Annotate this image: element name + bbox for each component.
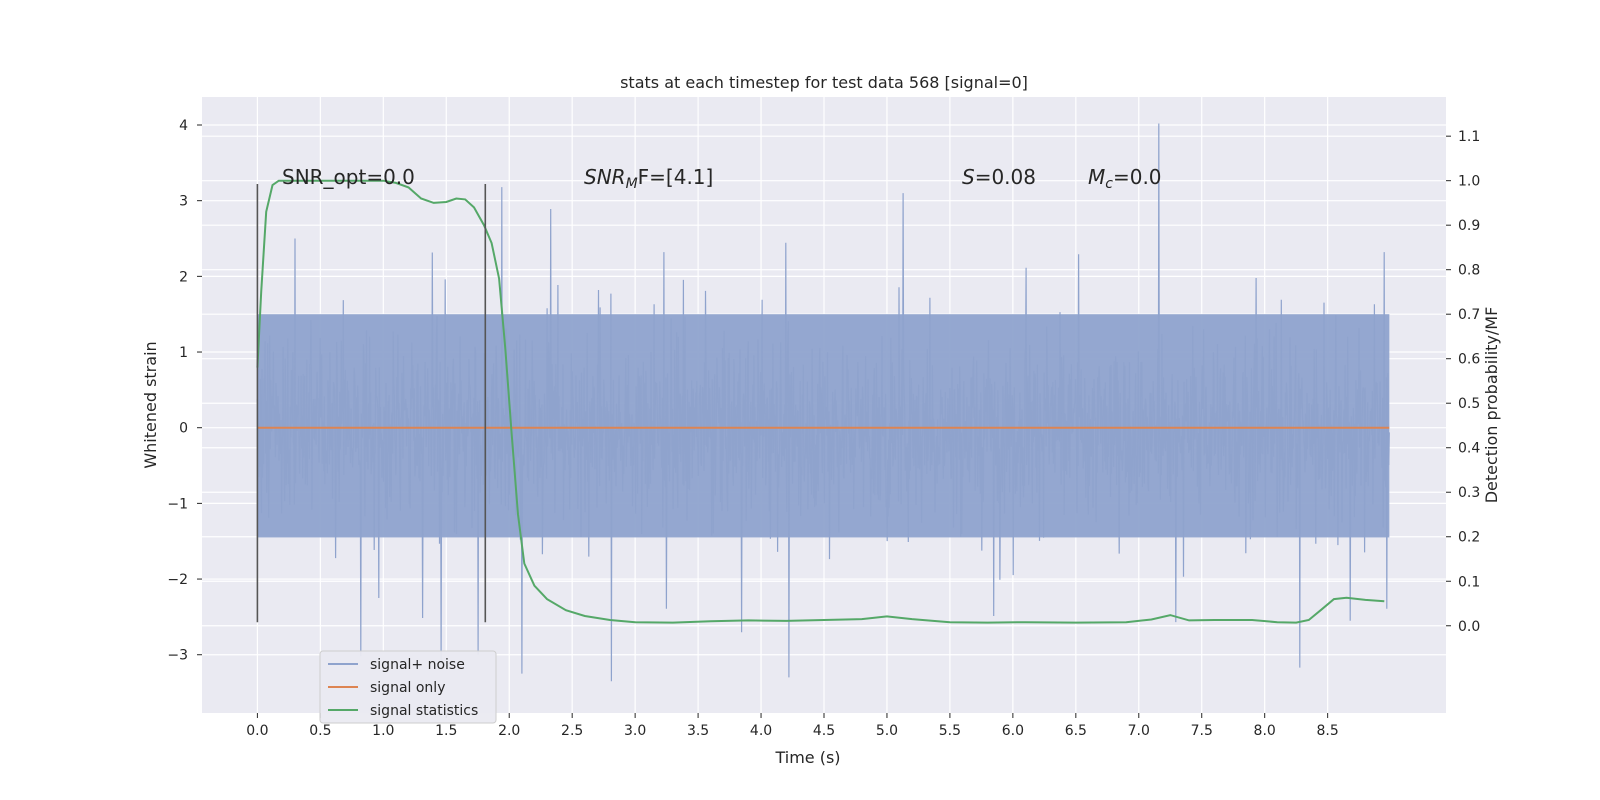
y2-tick-label-9: 0.2 <box>1458 530 1480 546</box>
x-tick-label-6: 3.0 <box>624 723 646 739</box>
y-tick-label-3: 1 <box>179 345 188 361</box>
x-axis-ticks: 0.0 0.5 1.0 1.5 2.0 2.5 3.0 3.5 4.0 4.5 5.0 5.5 6.0 6… <box>246 713 1339 739</box>
annotation-s-main: S <box>962 165 975 189</box>
x-tick-label-9: 4.5 <box>813 723 835 739</box>
annotation-snr-mf: SNRMF=[4.1] <box>584 165 713 192</box>
y2-tick-label-11: 0.0 <box>1458 619 1480 635</box>
annotation-mc: Mc=0.0 <box>1088 165 1162 192</box>
legend-box <box>319 650 497 724</box>
x-tick-label-8: 4.0 <box>750 723 772 739</box>
annotation-snr-mf-main: SNR <box>584 165 626 189</box>
y2-tick-label-1: 1.0 <box>1458 174 1480 190</box>
y2-tick-label-10: 0.1 <box>1458 574 1480 590</box>
x-tick-label-17: 8.5 <box>1317 723 1339 739</box>
y-tick-label-7: −3 <box>167 648 188 664</box>
chart-title: stats at each timestep for test data 568… <box>620 73 1028 92</box>
x-tick-label-13: 6.5 <box>1065 723 1087 739</box>
annotation-snr-opt: SNR_opt=0.0 <box>282 165 415 189</box>
y2-tick-label-3: 0.8 <box>1458 263 1480 279</box>
x-tick-label-16: 8.0 <box>1254 723 1276 739</box>
y2-axis-ticks: 1.1 1.0 0.9 0.8 0.7 0.6 0.5 0.4 0.3 0.2 0.1 0.0 <box>1446 129 1480 635</box>
y-tick-label-1: 3 <box>179 194 188 210</box>
x-tick-label-1: 0.5 <box>309 723 331 739</box>
legend-label-signal-only: signal only <box>370 680 445 696</box>
annotation-snr-mf-tail: F=[4.1] <box>638 165 714 189</box>
x-axis-label: Time (s) <box>774 748 840 767</box>
y2-tick-label-6: 0.5 <box>1458 396 1480 412</box>
annotation-s: S=0.08 <box>962 165 1036 189</box>
y-tick-label-5: −1 <box>167 496 188 512</box>
annotation-mc-main: M <box>1088 165 1105 189</box>
y-tick-label-4: 0 <box>179 421 188 437</box>
x-tick-label-15: 7.5 <box>1191 723 1213 739</box>
x-tick-label-14: 7.0 <box>1128 723 1150 739</box>
x-tick-label-0: 0.0 <box>246 723 268 739</box>
y2-tick-label-5: 0.6 <box>1458 352 1480 368</box>
x-tick-label-5: 2.5 <box>561 723 583 739</box>
annotation-snr-mf-sub: M <box>626 176 638 192</box>
vline-layer <box>256 184 487 623</box>
y2-tick-label-0: 1.1 <box>1458 129 1480 145</box>
annotation-s-tail: =0.08 <box>975 165 1036 189</box>
y2-tick-label-8: 0.3 <box>1458 485 1480 501</box>
y2-tick-label-7: 0.4 <box>1458 441 1480 457</box>
legend-label-signal-statistics: signal statistics <box>370 703 478 719</box>
series-layer <box>256 123 1390 682</box>
legend: signal+ noise signal only signal statist… <box>319 650 497 724</box>
y-tick-label-2: 2 <box>179 269 188 285</box>
annotation-mc-tail: =0.0 <box>1113 165 1162 189</box>
series-0-line <box>256 123 1390 682</box>
y2-axis-label: Detection probability/MF <box>1482 307 1501 504</box>
x-tick-label-12: 6.0 <box>1002 723 1024 739</box>
x-tick-label-2: 1.0 <box>372 723 394 739</box>
x-tick-label-7: 3.5 <box>687 723 709 739</box>
x-tick-label-4: 2.0 <box>498 723 520 739</box>
y-axis-label: Whitened strain <box>141 341 160 468</box>
y2-tick-label-2: 0.9 <box>1458 218 1480 234</box>
y-tick-label-0: 4 <box>179 118 188 134</box>
y-axis-ticks: 4 3 2 1 0 −1 −2 −3 <box>167 118 202 664</box>
annotation-mc-sub: c <box>1105 176 1113 192</box>
x-tick-label-10: 5.0 <box>876 723 898 739</box>
y2-tick-label-4: 0.7 <box>1458 307 1480 323</box>
x-tick-label-3: 1.5 <box>435 723 457 739</box>
series-2-line <box>256 179 1385 624</box>
x-tick-label-11: 5.5 <box>939 723 961 739</box>
y-tick-label-6: −2 <box>167 572 188 588</box>
legend-label-signal-noise: signal+ noise <box>370 657 465 673</box>
